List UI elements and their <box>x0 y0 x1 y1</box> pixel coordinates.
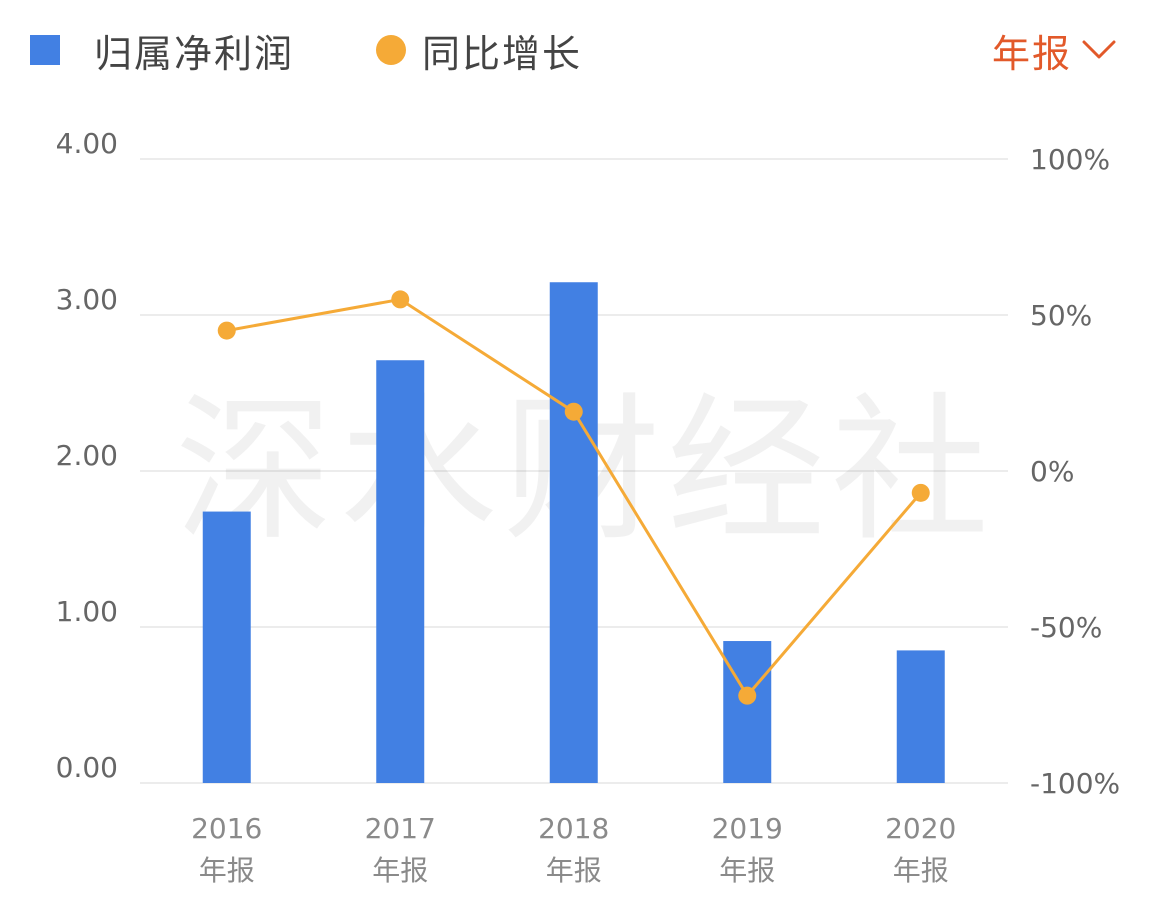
left-axis-tick-label: 3.00 <box>56 283 118 316</box>
x-axis-year-label: 2018 <box>538 812 609 845</box>
x-axis-period-label: 年报 <box>546 854 602 887</box>
left-axis: 0.00 1.00 2.00 3.00 4.00 <box>56 127 118 784</box>
legend-label-yoy-growth: 同比增长 <box>422 31 583 76</box>
legend-swatch-bar <box>30 35 60 65</box>
point-yoy-growth <box>564 402 583 421</box>
right-axis-tick-label: 0% <box>1030 455 1074 488</box>
x-axis-period-label: 年报 <box>719 854 775 887</box>
legend-item-yoy-growth[interactable]: 同比增长 <box>376 22 582 78</box>
x-axis-year-label: 2017 <box>365 812 436 845</box>
point-yoy-growth <box>911 483 930 502</box>
bar-series <box>202 282 945 783</box>
x-axis-period-label: 年报 <box>372 854 428 887</box>
bar-net-profit <box>202 511 251 783</box>
bar-net-profit <box>549 282 598 783</box>
right-axis-tick-label: 50% <box>1030 299 1092 332</box>
legend-swatch-line <box>376 35 406 65</box>
period-selector-label: 年报 <box>991 31 1072 76</box>
x-axis-period-label: 年报 <box>199 854 255 887</box>
right-axis: -100% -50% 0% 50% 100% <box>1030 143 1120 800</box>
right-axis-tick-label: -100% <box>1030 767 1120 800</box>
left-axis-tick-label: 1.00 <box>56 595 118 628</box>
legend-item-net-profit[interactable]: 归属净利润 <box>30 22 294 78</box>
bar-net-profit <box>376 360 425 783</box>
point-yoy-growth <box>217 321 236 340</box>
point-yoy-growth <box>738 686 757 705</box>
period-selector-dropdown[interactable]: 年报 <box>992 22 1116 78</box>
x-axis-year-label: 2019 <box>712 812 783 845</box>
x-axis-year-label: 2020 <box>885 812 956 845</box>
left-axis-tick-label: 4.00 <box>56 127 118 160</box>
legend-label-net-profit: 归属净利润 <box>94 31 295 76</box>
chevron-down-icon <box>1082 40 1116 59</box>
x-axis: 2016 年报 2017 年报 2018 年报 2019 年报 2020 年报 <box>191 812 956 887</box>
right-axis-tick-label: -50% <box>1030 611 1102 644</box>
left-axis-tick-label: 2.00 <box>56 439 118 472</box>
bar-net-profit <box>896 650 945 783</box>
x-axis-year-label: 2016 <box>191 812 262 845</box>
x-axis-period-label: 年报 <box>893 854 949 887</box>
line-series <box>217 290 930 705</box>
left-axis-tick-label: 0.00 <box>56 751 118 784</box>
bar-net-profit <box>723 641 772 783</box>
chart-header: 归属净利润 同比增长 年报 <box>0 0 1170 100</box>
right-axis-tick-label: 100% <box>1030 143 1110 176</box>
point-yoy-growth <box>391 290 410 309</box>
